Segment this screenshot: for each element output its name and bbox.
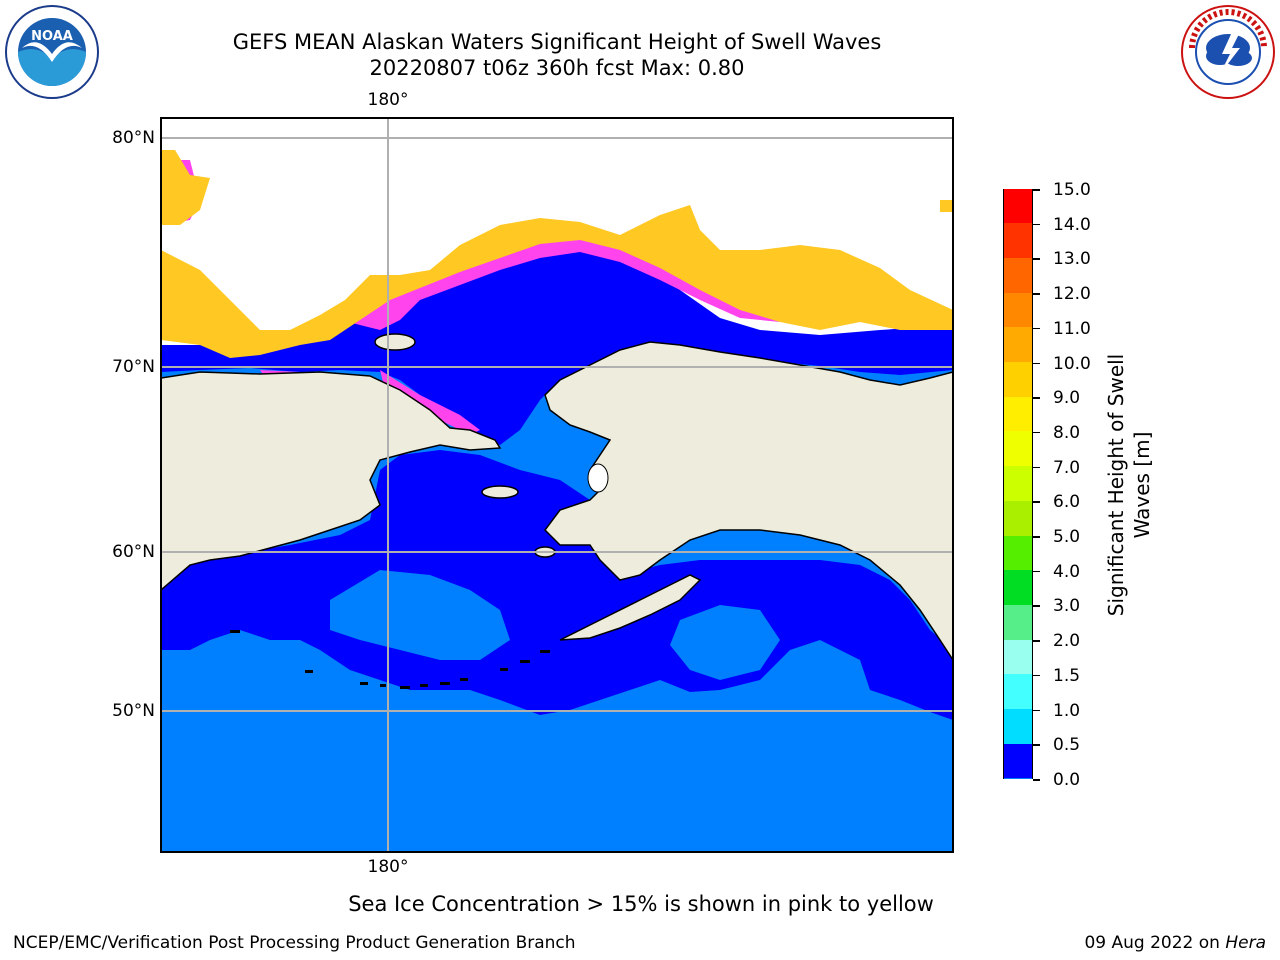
sea-ice-yellow	[940, 200, 953, 212]
colorbar-tick-mark	[1033, 293, 1040, 295]
footer-left: NCEP/EMC/Verification Post Processing Pr…	[13, 933, 576, 953]
footer-right: 09 Aug 2022 on Hera	[1084, 933, 1266, 953]
ocean-swell-low-patch	[670, 605, 780, 680]
lat-label-80n: 80°N	[112, 128, 155, 148]
colorbar-tick-mark	[1033, 605, 1040, 607]
sea-ice-note-text: Sea Ice Concentration > 15% is shown in …	[348, 892, 934, 916]
colorbar-tick-label: 8.0	[1053, 422, 1081, 443]
land-wrangel-island	[374, 333, 416, 351]
colorbar-tick-label: 6.0	[1053, 492, 1081, 513]
footer-date: 09 Aug 2022 on	[1084, 933, 1226, 953]
lat-label-50n: 50°N	[112, 701, 155, 721]
colorbar-tick-mark	[1033, 431, 1040, 434]
colorbar	[1003, 188, 1033, 779]
lat-label-70n: 70°N	[112, 357, 155, 377]
sea-ice-yellow	[161, 150, 210, 225]
colorbar-segment	[1004, 744, 1032, 778]
colorbar-segment	[1004, 362, 1032, 398]
colorbar-tick-mark	[1033, 258, 1040, 260]
colorbar-segment	[1004, 570, 1032, 606]
colorbar-segment	[1004, 500, 1032, 537]
colorbar-tick-mark	[1033, 501, 1040, 503]
colorbar-segment	[1004, 327, 1032, 363]
colorbar-title: Significant Height of Swell Waves [m]	[1103, 354, 1155, 616]
colorbar-segment	[1004, 431, 1032, 467]
colorbar-tick-label: 9.0	[1053, 388, 1081, 409]
colorbar-tick-label: 0.0	[1053, 770, 1081, 790]
land-island	[587, 463, 609, 493]
colorbar-tick-mark	[1033, 779, 1040, 781]
colorbar-tick-mark	[1033, 709, 1040, 712]
colorbar-tick-mark	[1033, 570, 1040, 573]
footer-machine: Hera	[1225, 933, 1266, 953]
colorbar-segment	[1004, 188, 1032, 224]
colorbar-tick-label: 12.0	[1053, 284, 1091, 305]
colorbar-segment	[1004, 535, 1032, 571]
map-gridlines	[161, 118, 953, 852]
colorbar-tick-mark	[1033, 744, 1040, 746]
colorbar-tick-mark	[1033, 536, 1040, 538]
colorbar-tick-mark	[1033, 674, 1040, 677]
colorbar-segment	[1004, 257, 1032, 294]
colorbar-tick-label: 14.0	[1053, 214, 1091, 235]
colorbar-tick-label: 5.0	[1053, 527, 1081, 548]
land-alaska-peninsula	[559, 574, 702, 641]
colorbar-segment	[1004, 709, 1032, 745]
colorbar-segment	[1004, 604, 1032, 641]
ocean-swell-very-low-arctic	[161, 240, 953, 445]
land-aleutian-islands	[230, 630, 550, 689]
colorbar-tick-label: 7.0	[1053, 457, 1081, 478]
colorbar-tick-mark	[1033, 327, 1040, 330]
colorbar-tick-label: 15.0	[1053, 180, 1091, 200]
colorbar-tick-label: 4.0	[1053, 561, 1081, 582]
plot-subtitle: 20220807 t06z 360h fcst Max: 0.80	[369, 56, 745, 80]
colorbar-segment	[1004, 292, 1032, 328]
noaa-logo-icon: NOAA	[5, 5, 99, 99]
colorbar-segment	[1004, 674, 1032, 710]
plot-title: GEFS MEAN Alaskan Waters Significant Hei…	[232, 30, 882, 54]
land-st-lawrence-island	[481, 485, 519, 499]
sea-ice-yellow	[161, 205, 953, 358]
colorbar-segment	[1004, 223, 1032, 259]
noaa-logo-text: NOAA	[31, 29, 73, 44]
colorbar-tick-mark	[1033, 466, 1040, 469]
colorbar-tick-label: 1.0	[1053, 700, 1081, 721]
colorbar-tick-label: 3.0	[1053, 596, 1081, 617]
colorbar-tick-label: 1.5	[1053, 665, 1081, 686]
colorbar-tick-mark	[1033, 223, 1040, 226]
land-siberia	[161, 371, 502, 591]
lon-label-bottom: 180°	[367, 857, 409, 877]
colorbar-tick-label: 0.5	[1053, 735, 1081, 756]
colorbar-tick-mark	[1033, 362, 1040, 365]
colorbar-segment	[1004, 396, 1032, 432]
colorbar-segment	[1004, 466, 1032, 502]
lon-label-top: 180°	[367, 90, 409, 110]
colorbar-title-line1: Significant Height of Swell	[1104, 353, 1128, 617]
colorbar-title-line2: Waves [m]	[1130, 431, 1154, 539]
colorbar-tick-mark	[1033, 397, 1040, 399]
colorbar-tick-mark	[1033, 189, 1040, 191]
sea-ice-note: Sea Ice Concentration > 15% is shown in …	[0, 891, 1280, 917]
colorbar-tick-label: 10.0	[1053, 353, 1091, 374]
lat-label-60n: 60°N	[112, 542, 155, 562]
map-frame	[160, 117, 954, 853]
colorbar-segment	[1004, 639, 1032, 675]
ocean-swell-low-patch	[330, 570, 510, 660]
colorbar-tick-label: 2.0	[1053, 631, 1081, 652]
nws-logo-icon	[1181, 5, 1275, 99]
colorbar-tick-mark	[1033, 640, 1040, 642]
colorbar-tick-label: 11.0	[1053, 318, 1091, 339]
colorbar-tick-label: 13.0	[1053, 249, 1091, 270]
